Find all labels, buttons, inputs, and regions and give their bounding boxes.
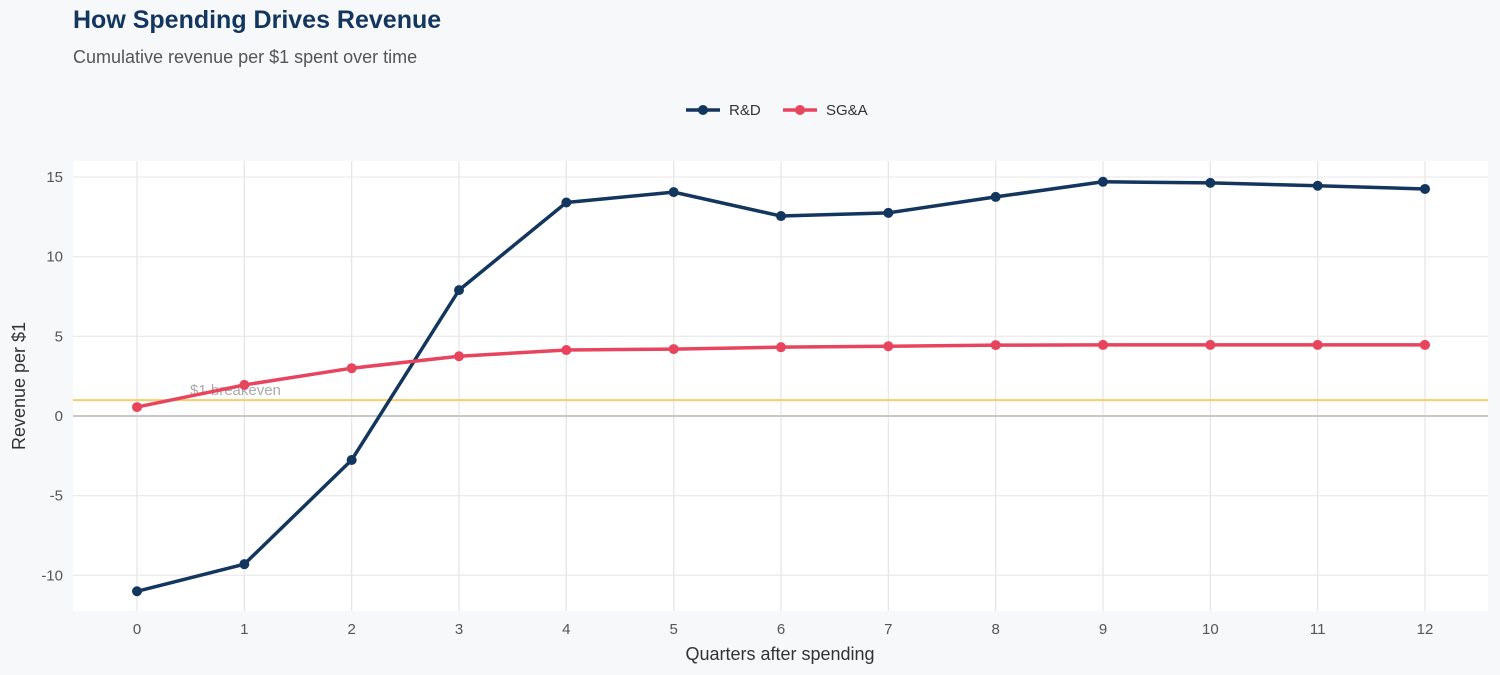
- chart-subtitle: Cumulative revenue per $1 spent over tim…: [73, 47, 418, 67]
- data-point-sga: [776, 342, 786, 353]
- data-point-rd: [776, 211, 786, 222]
- chart-title: How Spending Drives Revenue: [73, 6, 442, 34]
- x-tick-label: 8: [991, 621, 999, 638]
- legend-marker-rd: [698, 105, 708, 115]
- data-point-rd: [454, 285, 464, 296]
- data-point-rd: [990, 191, 1001, 202]
- breakeven-label: $1 breakeven: [190, 382, 281, 399]
- data-point-rd: [1312, 180, 1323, 191]
- x-tick-label: 10: [1202, 621, 1219, 638]
- data-point-sga: [1098, 339, 1108, 350]
- data-point-sga: [1205, 339, 1216, 350]
- y-axis-label: Revenue per $1: [9, 322, 29, 450]
- x-tick-label: 2: [347, 621, 355, 638]
- data-point-rd: [1205, 177, 1216, 188]
- x-tick-label: 11: [1310, 621, 1326, 638]
- legend-label-sga: SG&A: [826, 102, 868, 119]
- x-tick-label: 12: [1417, 621, 1434, 638]
- data-point-rd: [132, 586, 142, 597]
- x-tick-label: 1: [240, 621, 248, 638]
- data-point-sga: [561, 345, 572, 356]
- x-tick-label: 3: [455, 621, 463, 638]
- x-tick-label: 7: [884, 621, 892, 638]
- data-point-sga: [883, 341, 894, 352]
- legend-marker-sga: [795, 105, 805, 115]
- y-tick-label: -10: [41, 567, 63, 584]
- legend-label-rd: R&D: [729, 102, 761, 119]
- x-tick-label: 5: [669, 621, 677, 638]
- data-point-rd: [1098, 176, 1108, 187]
- x-tick-label: 4: [562, 621, 570, 638]
- data-point-rd: [883, 207, 894, 218]
- data-point-sga: [132, 402, 142, 413]
- x-tick-label: 9: [1099, 621, 1107, 638]
- x-axis-label: Quarters after spending: [685, 644, 874, 664]
- data-point-rd: [1420, 183, 1430, 194]
- y-tick-label: 0: [55, 408, 63, 425]
- data-point-rd: [668, 187, 679, 198]
- data-point-rd: [346, 454, 357, 465]
- x-tick-label: 6: [777, 621, 785, 638]
- data-point-sga: [454, 351, 464, 362]
- data-point-sga: [668, 344, 679, 355]
- data-point-sga: [346, 363, 357, 374]
- data-point-sga: [1312, 339, 1323, 350]
- data-point-sga: [990, 340, 1001, 351]
- y-tick-label: 15: [46, 169, 63, 186]
- data-point-rd: [561, 197, 572, 208]
- data-point-sga: [1420, 339, 1430, 350]
- data-point-sga: [239, 379, 250, 390]
- y-tick-label: 10: [46, 249, 63, 266]
- data-point-rd: [239, 559, 250, 570]
- y-tick-label: -5: [50, 488, 63, 505]
- x-tick-label: 0: [133, 621, 141, 638]
- y-tick-label: 5: [55, 328, 63, 345]
